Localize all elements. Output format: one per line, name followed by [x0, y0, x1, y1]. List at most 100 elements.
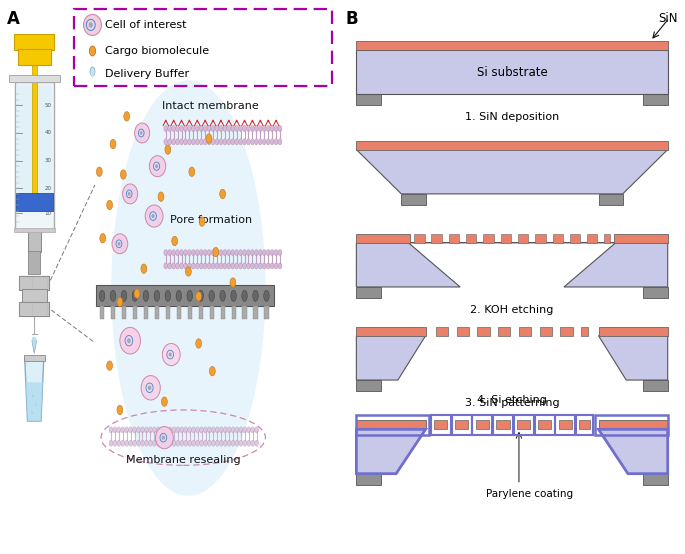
- Circle shape: [203, 440, 208, 447]
- Circle shape: [262, 138, 266, 145]
- Circle shape: [203, 427, 208, 433]
- Circle shape: [251, 138, 254, 145]
- Bar: [356, 420, 425, 429]
- Circle shape: [107, 361, 112, 370]
- Polygon shape: [356, 336, 425, 380]
- Circle shape: [179, 263, 184, 269]
- Ellipse shape: [121, 290, 127, 301]
- Circle shape: [219, 427, 223, 433]
- Circle shape: [235, 440, 239, 447]
- Circle shape: [213, 247, 219, 257]
- Circle shape: [110, 139, 116, 148]
- Text: Si substrate: Si substrate: [477, 65, 547, 79]
- Circle shape: [97, 167, 102, 176]
- Circle shape: [235, 125, 238, 131]
- Bar: [401, 194, 425, 205]
- Bar: [356, 287, 381, 298]
- Bar: [155, 306, 159, 319]
- Circle shape: [196, 440, 199, 447]
- Circle shape: [266, 249, 270, 256]
- Circle shape: [242, 249, 247, 256]
- Ellipse shape: [264, 290, 269, 301]
- Bar: [436, 327, 448, 336]
- Circle shape: [274, 125, 278, 131]
- Circle shape: [223, 440, 227, 447]
- Circle shape: [117, 440, 121, 447]
- Bar: [15, 82, 53, 230]
- Bar: [96, 285, 274, 306]
- Circle shape: [195, 263, 199, 269]
- Circle shape: [192, 249, 195, 256]
- Ellipse shape: [220, 290, 225, 301]
- Ellipse shape: [140, 131, 142, 135]
- Bar: [497, 420, 510, 429]
- Circle shape: [227, 138, 231, 145]
- Circle shape: [141, 264, 147, 273]
- Text: Cell of interest: Cell of interest: [105, 20, 187, 30]
- Circle shape: [223, 249, 227, 256]
- Bar: [356, 327, 425, 336]
- Circle shape: [278, 249, 282, 256]
- Circle shape: [203, 263, 207, 269]
- Circle shape: [278, 125, 282, 131]
- Circle shape: [258, 249, 262, 256]
- Polygon shape: [599, 336, 668, 380]
- Circle shape: [227, 249, 231, 256]
- Circle shape: [179, 249, 184, 256]
- Bar: [466, 234, 476, 243]
- Bar: [580, 420, 590, 429]
- Circle shape: [172, 263, 175, 269]
- Circle shape: [231, 249, 235, 256]
- Circle shape: [89, 46, 95, 56]
- Bar: [587, 234, 597, 243]
- Circle shape: [278, 138, 282, 145]
- Circle shape: [271, 125, 274, 131]
- Text: Pore formation: Pore formation: [170, 216, 251, 225]
- Text: Cargo biomolecule: Cargo biomolecule: [105, 46, 210, 56]
- Circle shape: [184, 125, 188, 131]
- Circle shape: [100, 233, 105, 243]
- Bar: [599, 194, 623, 205]
- Ellipse shape: [112, 234, 127, 254]
- Bar: [599, 420, 668, 429]
- Bar: [472, 415, 493, 435]
- Circle shape: [172, 236, 177, 245]
- Ellipse shape: [141, 376, 160, 400]
- Polygon shape: [356, 243, 668, 287]
- Circle shape: [235, 249, 238, 256]
- Circle shape: [196, 338, 201, 348]
- Bar: [434, 420, 447, 429]
- Circle shape: [251, 249, 254, 256]
- Ellipse shape: [118, 242, 121, 245]
- Bar: [501, 234, 511, 243]
- Circle shape: [113, 427, 116, 433]
- Circle shape: [160, 427, 164, 433]
- Text: 40: 40: [45, 130, 51, 136]
- Text: 10: 10: [45, 211, 51, 216]
- Circle shape: [271, 249, 274, 256]
- Text: Membrane resealing: Membrane resealing: [126, 455, 240, 465]
- Polygon shape: [90, 73, 95, 79]
- Bar: [16, 193, 53, 211]
- Polygon shape: [599, 429, 668, 474]
- Circle shape: [149, 440, 152, 447]
- Circle shape: [160, 440, 164, 447]
- Circle shape: [223, 427, 227, 433]
- Circle shape: [145, 427, 149, 433]
- Bar: [356, 50, 668, 94]
- Bar: [449, 234, 459, 243]
- Circle shape: [188, 440, 192, 447]
- Bar: [264, 306, 269, 319]
- Bar: [199, 306, 203, 319]
- Circle shape: [223, 125, 227, 131]
- Circle shape: [219, 125, 223, 131]
- Circle shape: [188, 125, 191, 131]
- Circle shape: [223, 263, 227, 269]
- Bar: [356, 141, 668, 150]
- Circle shape: [145, 440, 149, 447]
- Circle shape: [208, 138, 211, 145]
- Circle shape: [184, 138, 188, 145]
- Ellipse shape: [154, 290, 160, 301]
- Circle shape: [192, 138, 195, 145]
- Circle shape: [180, 427, 184, 433]
